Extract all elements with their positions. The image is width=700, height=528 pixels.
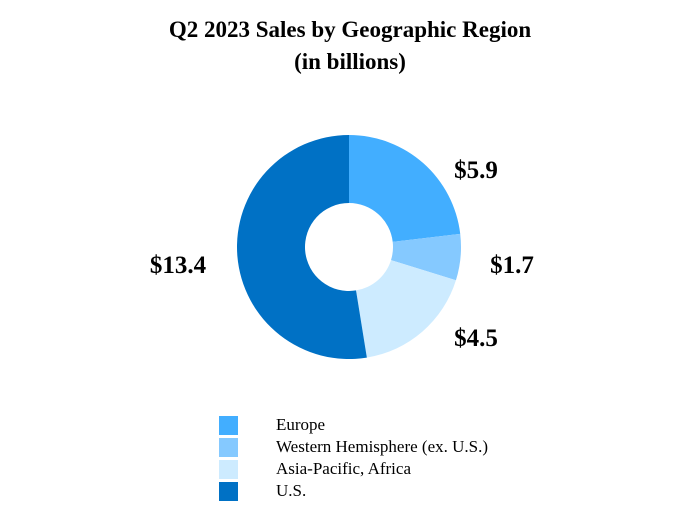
slice-europe: [349, 135, 461, 242]
legend-swatch: [219, 437, 238, 457]
slice-western-hemisphere-ex-u-s: [391, 233, 461, 281]
slice-asia-pacific-africa: [356, 260, 456, 358]
slice-u-s: [237, 135, 367, 359]
legend-item-western-hemisphere-ex-u-s: Western Hemisphere (ex. U.S.): [219, 436, 488, 458]
chart-title-main: Q2 2023 Sales by Geographic Region: [168, 17, 532, 42]
chart-subtitle: (in billions): [294, 49, 406, 74]
legend-item-asia-pacific-africa: Asia-Pacific, Africa: [219, 458, 488, 480]
legend-label: Asia-Pacific, Africa: [276, 459, 411, 478]
data-labels: $5.9 $1.7 $4.5 $13.4: [150, 157, 534, 352]
data-label-u-s: $13.4: [150, 252, 207, 279]
legend: Europe Western Hemisphere (ex. U.S.) Asia-…: [219, 414, 488, 502]
legend-swatch: [219, 415, 238, 435]
legend-item-u-s: U.S.: [219, 480, 488, 502]
legend-swatch: [219, 481, 238, 501]
legend-item-europe: Europe: [219, 414, 488, 436]
legend-swatch: [219, 459, 238, 479]
data-label-europe: $5.9: [454, 157, 498, 184]
data-label-asia-pacific-africa: $4.5: [454, 325, 498, 352]
data-label-western-hemisphere-ex-u-s: $1.7: [490, 252, 534, 279]
legend-label: U.S.: [276, 481, 307, 500]
legend-label: Western Hemisphere (ex. U.S.): [276, 437, 489, 456]
donut-slices: [237, 135, 461, 359]
chart-title: Q2 2023 Sales by Geographic Region (in b…: [0, 14, 700, 78]
legend-label: Europe: [276, 415, 326, 434]
